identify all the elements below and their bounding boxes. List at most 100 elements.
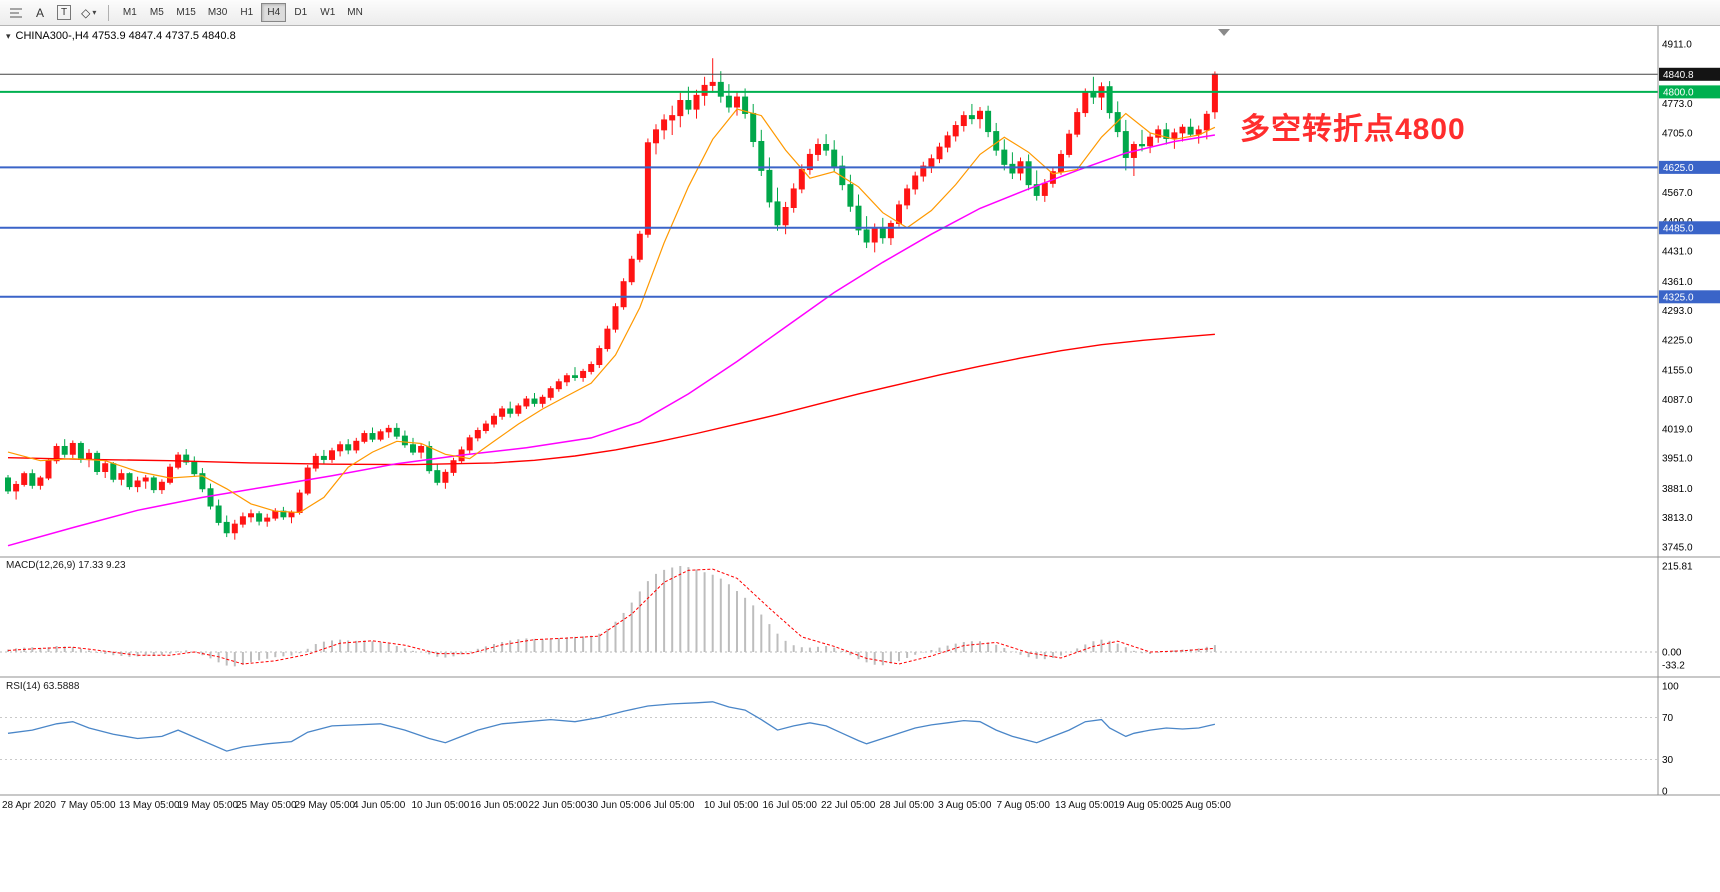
rsi-tick-label: 0 bbox=[1662, 787, 1668, 798]
candle-body bbox=[1041, 182, 1048, 196]
candle-body bbox=[320, 455, 327, 460]
candle-body bbox=[1171, 132, 1178, 139]
candle-body bbox=[1001, 149, 1008, 165]
price-tick-label: 4567.0 bbox=[1662, 188, 1693, 199]
candle-body bbox=[798, 169, 805, 190]
text-frame-glyph: T bbox=[57, 5, 72, 20]
candle-body bbox=[596, 348, 603, 366]
candle-body bbox=[912, 175, 919, 190]
candle-body bbox=[1155, 129, 1162, 138]
candle-body bbox=[361, 433, 368, 442]
price-tick-label: 4087.0 bbox=[1662, 395, 1693, 406]
candle-body bbox=[191, 461, 198, 475]
candle-body bbox=[45, 460, 52, 479]
timeframe-button-h1[interactable]: H1 bbox=[234, 3, 259, 22]
candle-body bbox=[896, 204, 902, 224]
candle-body bbox=[69, 442, 76, 455]
candle-body bbox=[474, 430, 481, 439]
chart-shift-marker-icon[interactable] bbox=[1218, 29, 1230, 36]
price-tick-label: 4019.0 bbox=[1662, 424, 1693, 435]
time-axis-label: 4 Jun 05:00 bbox=[353, 800, 406, 811]
candle-body bbox=[393, 427, 400, 437]
candle-body bbox=[960, 115, 967, 127]
timeframe-button-m5[interactable]: M5 bbox=[144, 3, 169, 22]
timeframe-button-mn[interactable]: MN bbox=[342, 3, 368, 22]
candle-body bbox=[13, 483, 20, 492]
time-axis-label: 19 Aug 05:00 bbox=[1114, 800, 1173, 811]
candle-body bbox=[418, 445, 425, 453]
candle-body bbox=[272, 510, 279, 519]
toolbar-separator bbox=[108, 4, 110, 21]
price-tick-label: 3745.0 bbox=[1662, 543, 1693, 554]
text-label-button[interactable]: A bbox=[29, 3, 51, 23]
candle-body bbox=[1139, 144, 1145, 147]
candle-body bbox=[831, 149, 838, 167]
price-tick-label: 4293.0 bbox=[1662, 306, 1693, 317]
candle-body bbox=[977, 110, 983, 120]
candle-body bbox=[329, 450, 335, 460]
macd-tick-label: 215.81 bbox=[1662, 562, 1693, 573]
candle-body bbox=[1074, 112, 1081, 135]
candle-body bbox=[110, 463, 117, 480]
line-studies-button[interactable] bbox=[5, 3, 27, 23]
candle-body bbox=[580, 370, 587, 378]
price-tick-label: 3951.0 bbox=[1662, 454, 1693, 465]
price-tick-label: 4361.0 bbox=[1662, 277, 1693, 288]
candle-body bbox=[742, 96, 749, 114]
bid-price-box bbox=[1659, 67, 1720, 81]
candle-body bbox=[547, 388, 554, 398]
candle-body bbox=[653, 129, 659, 144]
candle-body bbox=[385, 427, 392, 433]
annotation-text[interactable]: 多空转折点4800 bbox=[1240, 113, 1466, 146]
time-axis-label: 13 Aug 05:00 bbox=[1055, 800, 1114, 811]
time-axis-label: 19 May 05:00 bbox=[178, 800, 239, 811]
candle-body bbox=[701, 84, 708, 96]
candle-body bbox=[952, 125, 959, 137]
candle-body bbox=[588, 364, 595, 372]
timeframe-button-d1[interactable]: D1 bbox=[288, 3, 313, 22]
candle-body bbox=[1163, 129, 1170, 139]
symbol-header: ▾ CHINA300-,H4 4753.9 4847.4 4737.5 4840… bbox=[6, 30, 236, 42]
candle-body bbox=[77, 442, 84, 460]
time-axis-label: 22 Jun 05:00 bbox=[529, 800, 587, 811]
drawing-tools-group: A T ◇ ▾ bbox=[4, 3, 101, 23]
candle-body bbox=[167, 466, 173, 483]
candle-body bbox=[1179, 126, 1186, 134]
candle-body bbox=[871, 227, 878, 243]
collapse-arrow-icon[interactable]: ▾ bbox=[6, 30, 11, 41]
price-tick-label: 3881.0 bbox=[1662, 484, 1693, 495]
timeframe-button-m15[interactable]: M15 bbox=[171, 3, 200, 22]
candle-body bbox=[94, 452, 101, 473]
price-tick-label: 4705.0 bbox=[1662, 128, 1693, 139]
shapes-dropdown-button[interactable]: ◇ ▾ bbox=[77, 3, 100, 23]
level-price-box-label: 4800.0 bbox=[1663, 87, 1694, 98]
ma-mid-line bbox=[7, 134, 1216, 547]
candle-body bbox=[563, 375, 570, 383]
text-frame-button[interactable]: T bbox=[53, 3, 75, 23]
time-axis-label: 10 Jul 05:00 bbox=[704, 800, 759, 811]
candle-body bbox=[572, 375, 578, 378]
candle-body bbox=[53, 445, 60, 462]
timeframe-button-m30[interactable]: M30 bbox=[203, 3, 232, 22]
ma-fast-line bbox=[7, 108, 1216, 514]
candle-body bbox=[823, 144, 830, 151]
price-tick-label: 4431.0 bbox=[1662, 247, 1693, 258]
dropdown-caret-icon: ▾ bbox=[92, 8, 97, 17]
candle-body bbox=[790, 188, 797, 208]
candle-body bbox=[1122, 131, 1129, 158]
candle-body bbox=[1211, 73, 1218, 113]
rsi-tick-label: 70 bbox=[1662, 713, 1674, 724]
timeframe-button-w1[interactable]: W1 bbox=[315, 3, 340, 22]
candle-body bbox=[37, 477, 44, 486]
candle-body bbox=[628, 258, 635, 283]
level-price-box bbox=[1659, 160, 1720, 174]
candle-body bbox=[887, 222, 894, 239]
candle-body bbox=[1009, 163, 1016, 174]
price-tick-label: 3813.0 bbox=[1662, 513, 1693, 524]
timeframe-button-h4[interactable]: H4 bbox=[261, 3, 287, 22]
price-tick-label: 4225.0 bbox=[1662, 335, 1693, 346]
macd-tick-label: -33.2 bbox=[1662, 661, 1685, 672]
macd-signal-line bbox=[7, 568, 1215, 665]
timeframe-button-m1[interactable]: M1 bbox=[117, 3, 142, 22]
